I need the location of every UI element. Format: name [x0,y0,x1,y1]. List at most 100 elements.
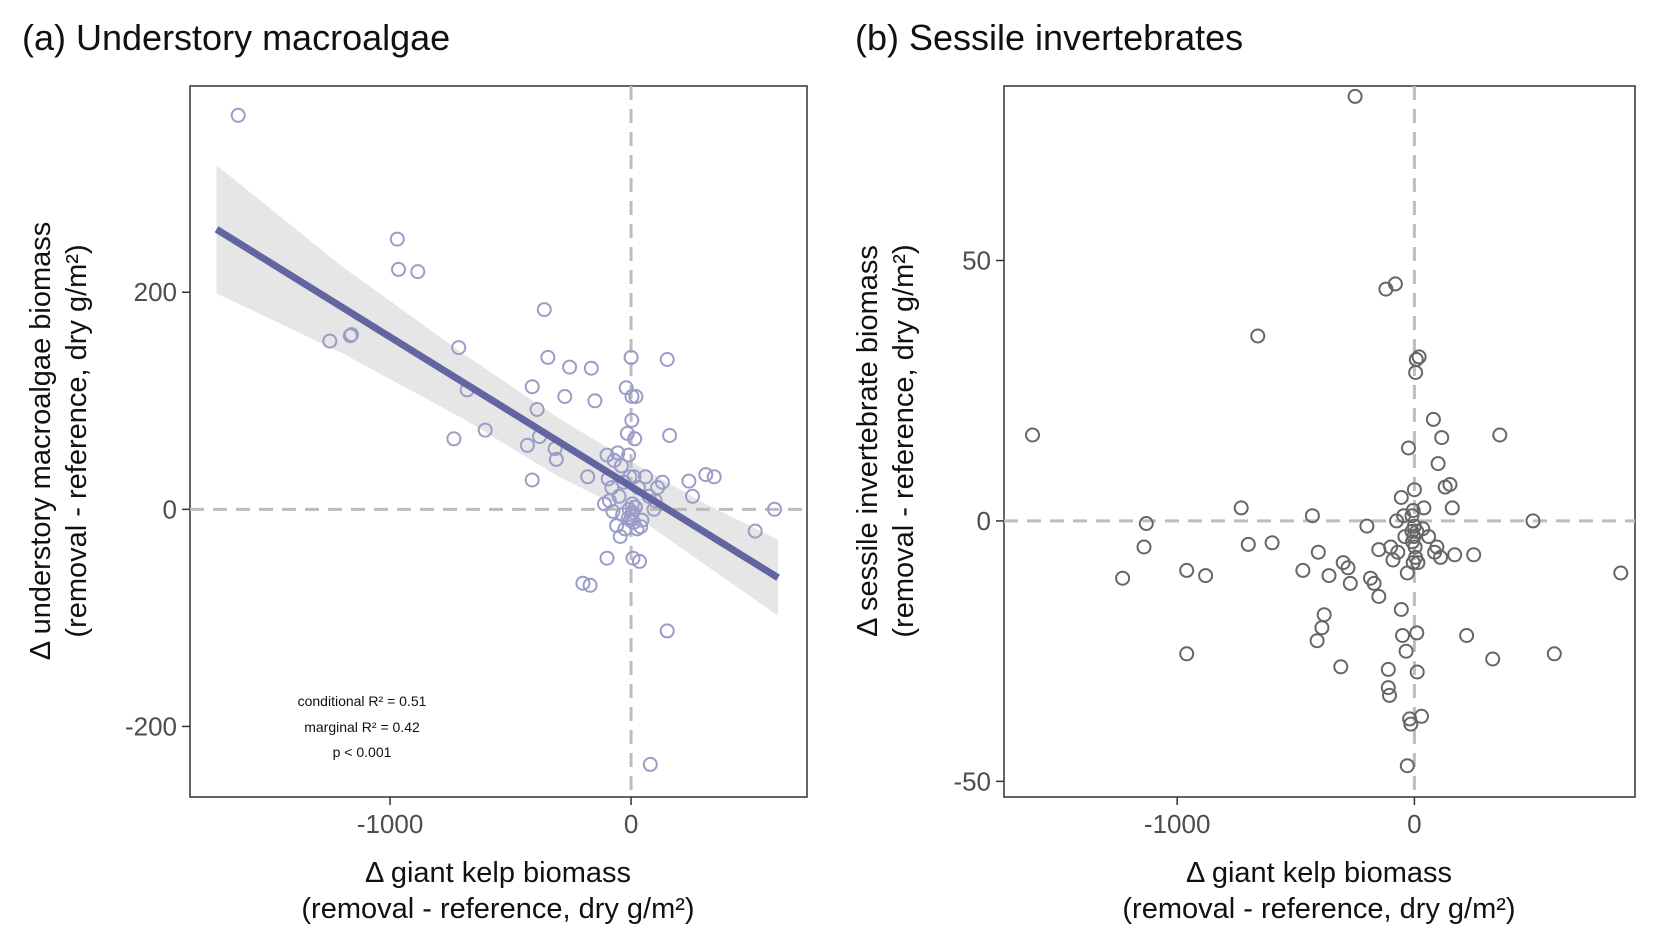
b-data-point [1410,555,1426,571]
b-data-point [1393,490,1409,505]
b-data-point [1444,500,1460,516]
panel-a-reference-lines [190,86,807,797]
panel-a-y-axis: -200 0 200 [125,277,190,741]
b-data-point [1442,477,1458,492]
b-data-point [1136,539,1152,555]
panel-a-y-axis-label-line1: Δ understory macroalgae biomass [25,222,57,660]
a-data-point [536,302,552,318]
b-data-point [1546,646,1562,662]
b-data-point [1466,547,1482,563]
b-data-point [1407,539,1423,555]
a-data-point [604,480,620,496]
b-data-point [1433,549,1448,565]
b-data-point [1295,562,1311,578]
b-data-point [1447,547,1463,563]
panel-a-x-axis: -1000 0 [357,797,638,839]
b-data-point [1403,716,1419,732]
panel-a-plot-frame [189,85,808,798]
panel-b-y-axis-label-line1: Δ sessile invertebrate biomass [852,245,884,637]
b-data-point [1398,643,1414,659]
panel-b-x-axis-label-line1: Δ giant kelp biomass [1186,857,1452,889]
b-data-point [1416,500,1432,516]
a-data-point [624,412,640,428]
b-data-point [1264,535,1280,551]
a-data-point [344,327,359,343]
b-data-point [1179,646,1195,662]
b-data-point [1250,328,1266,344]
a-data-point [747,523,763,539]
panel-b-title: (b) Sessile invertebrates [855,17,1243,58]
a-data-point [659,623,675,639]
panel-b-y-axis: -50 0 50 [953,245,1004,796]
a-data-point [698,467,714,483]
b-x-tick-label: 0 [1407,809,1421,839]
b-data-point [1333,659,1349,675]
b-data-point [1335,555,1351,571]
a-data-point [575,575,591,591]
a-data-point [706,469,722,485]
panel-a-x-axis-label-line2: (removal - reference, dry g/m²) [301,893,694,925]
a-data-point [627,499,643,515]
panel-a-x-axis-label-line1: Δ giant kelp biomass [365,857,631,889]
a-data-point [612,529,628,544]
a-data-point [623,349,639,365]
panel-a-fit-line [214,226,780,581]
b-data-point [1401,440,1416,456]
b-data-point [1387,276,1403,292]
a-y-tick-label: 200 [134,277,177,307]
a-data-point [322,333,338,349]
panel-a: (a) Understory macroalgae -200 0 200 -1000… [22,17,808,925]
b-data-point [1115,570,1131,586]
a-y-tick-label: 0 [163,494,177,524]
b-data-point [1409,664,1425,680]
a-data-point [605,504,621,519]
b-data-point [1380,661,1396,677]
b-data-point [1395,628,1410,643]
b-data-point [1366,575,1382,591]
a-x-tick-label: 0 [624,809,638,839]
panel-b-reference-lines [1004,86,1635,797]
b-data-point [1233,500,1249,516]
a-data-point [633,519,649,535]
a-data-point [410,264,426,280]
b-x-tick-label: -1000 [1144,809,1211,839]
a-data-point [446,431,462,447]
a-data-point [685,488,700,504]
b-data-point [1405,503,1421,518]
a-confidence-band-area [216,165,779,616]
b-y-tick-label: -50 [953,766,991,796]
a-data-point [529,402,545,417]
a-data-point [654,474,670,490]
b-data-point [1347,88,1363,104]
b-data-point [1399,758,1415,774]
a-data-point [557,389,573,404]
b-data-point [1340,560,1356,576]
a-data-point [580,469,596,485]
b-data-point [1304,508,1320,524]
a-data-point [613,458,629,474]
b-data-point [1414,708,1429,724]
a-data-point [548,451,564,467]
a-data-point [587,393,603,409]
b-data-point [1425,411,1441,427]
a-data-point [681,473,697,489]
a-data-point [624,389,640,404]
b-data-point [1179,562,1195,578]
a-data-point [524,472,540,488]
panel-b-points [1025,88,1629,774]
b-data-point [1321,568,1337,584]
b-y-tick-label: 50 [962,245,991,275]
panel-b-y-axis-label-line2: (removal - reference, dry g/m²) [888,244,920,637]
a-data-point [638,469,653,485]
a-data-point [611,488,627,504]
panel-a-annotation-conditional-r2: conditional R² = 0.51 [298,693,427,709]
b-data-point [1393,602,1409,617]
b-data-point [1406,482,1422,498]
a-y-tick-label: -200 [125,711,177,741]
panel-a-annotation-p-value: p < 0.001 [333,744,392,760]
a-regression-line [214,226,780,581]
a-data-point [662,428,678,443]
b-data-point [1485,651,1501,667]
a-data-point [627,431,643,447]
b-data-point [1359,518,1375,534]
